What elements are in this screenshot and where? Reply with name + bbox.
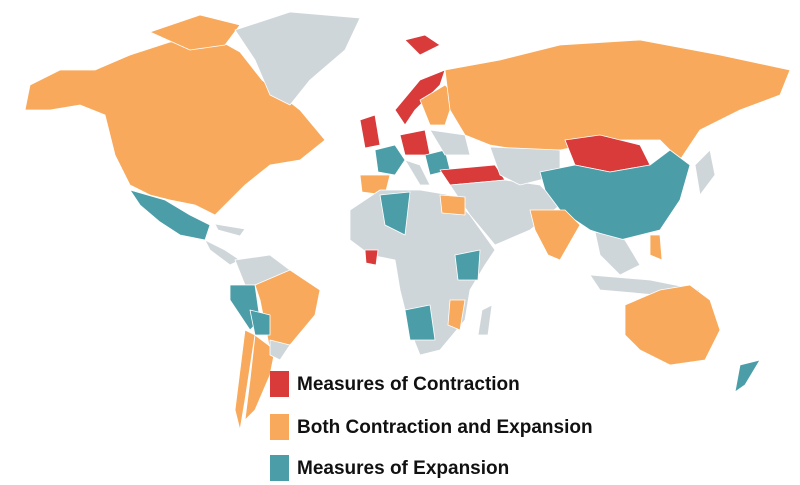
- legend-label: Measures of Expansion: [297, 458, 509, 479]
- countries: [24, 11, 791, 431]
- country: [249, 309, 271, 336]
- legend-swatch: [270, 414, 289, 440]
- country: [364, 249, 379, 266]
- country: [214, 223, 246, 237]
- country: [404, 304, 436, 341]
- legend-swatch: [270, 455, 289, 481]
- country: [447, 299, 466, 331]
- country: [404, 34, 441, 56]
- country: [379, 191, 411, 236]
- country: [234, 11, 361, 106]
- country: [734, 359, 761, 393]
- country: [477, 304, 493, 336]
- country: [694, 149, 716, 196]
- country: [399, 129, 431, 156]
- legend-label: Measures of Contraction: [297, 374, 520, 395]
- country: [374, 144, 406, 176]
- legend-swatch: [270, 371, 289, 397]
- country: [24, 37, 326, 216]
- country: [149, 14, 241, 51]
- country: [529, 209, 581, 261]
- legend-label: Both Contraction and Expansion: [297, 417, 593, 438]
- country: [444, 39, 791, 161]
- country: [594, 231, 641, 276]
- country: [454, 249, 481, 281]
- country: [394, 69, 446, 126]
- country: [359, 114, 381, 149]
- country: [649, 234, 663, 261]
- country: [269, 339, 291, 361]
- country: [404, 159, 431, 186]
- country: [254, 269, 321, 351]
- country: [439, 194, 466, 216]
- country: [204, 239, 241, 266]
- country: [234, 329, 256, 431]
- country: [429, 129, 471, 156]
- country: [624, 284, 721, 366]
- legend: Measures of Contraction Both Contraction …: [270, 371, 593, 481]
